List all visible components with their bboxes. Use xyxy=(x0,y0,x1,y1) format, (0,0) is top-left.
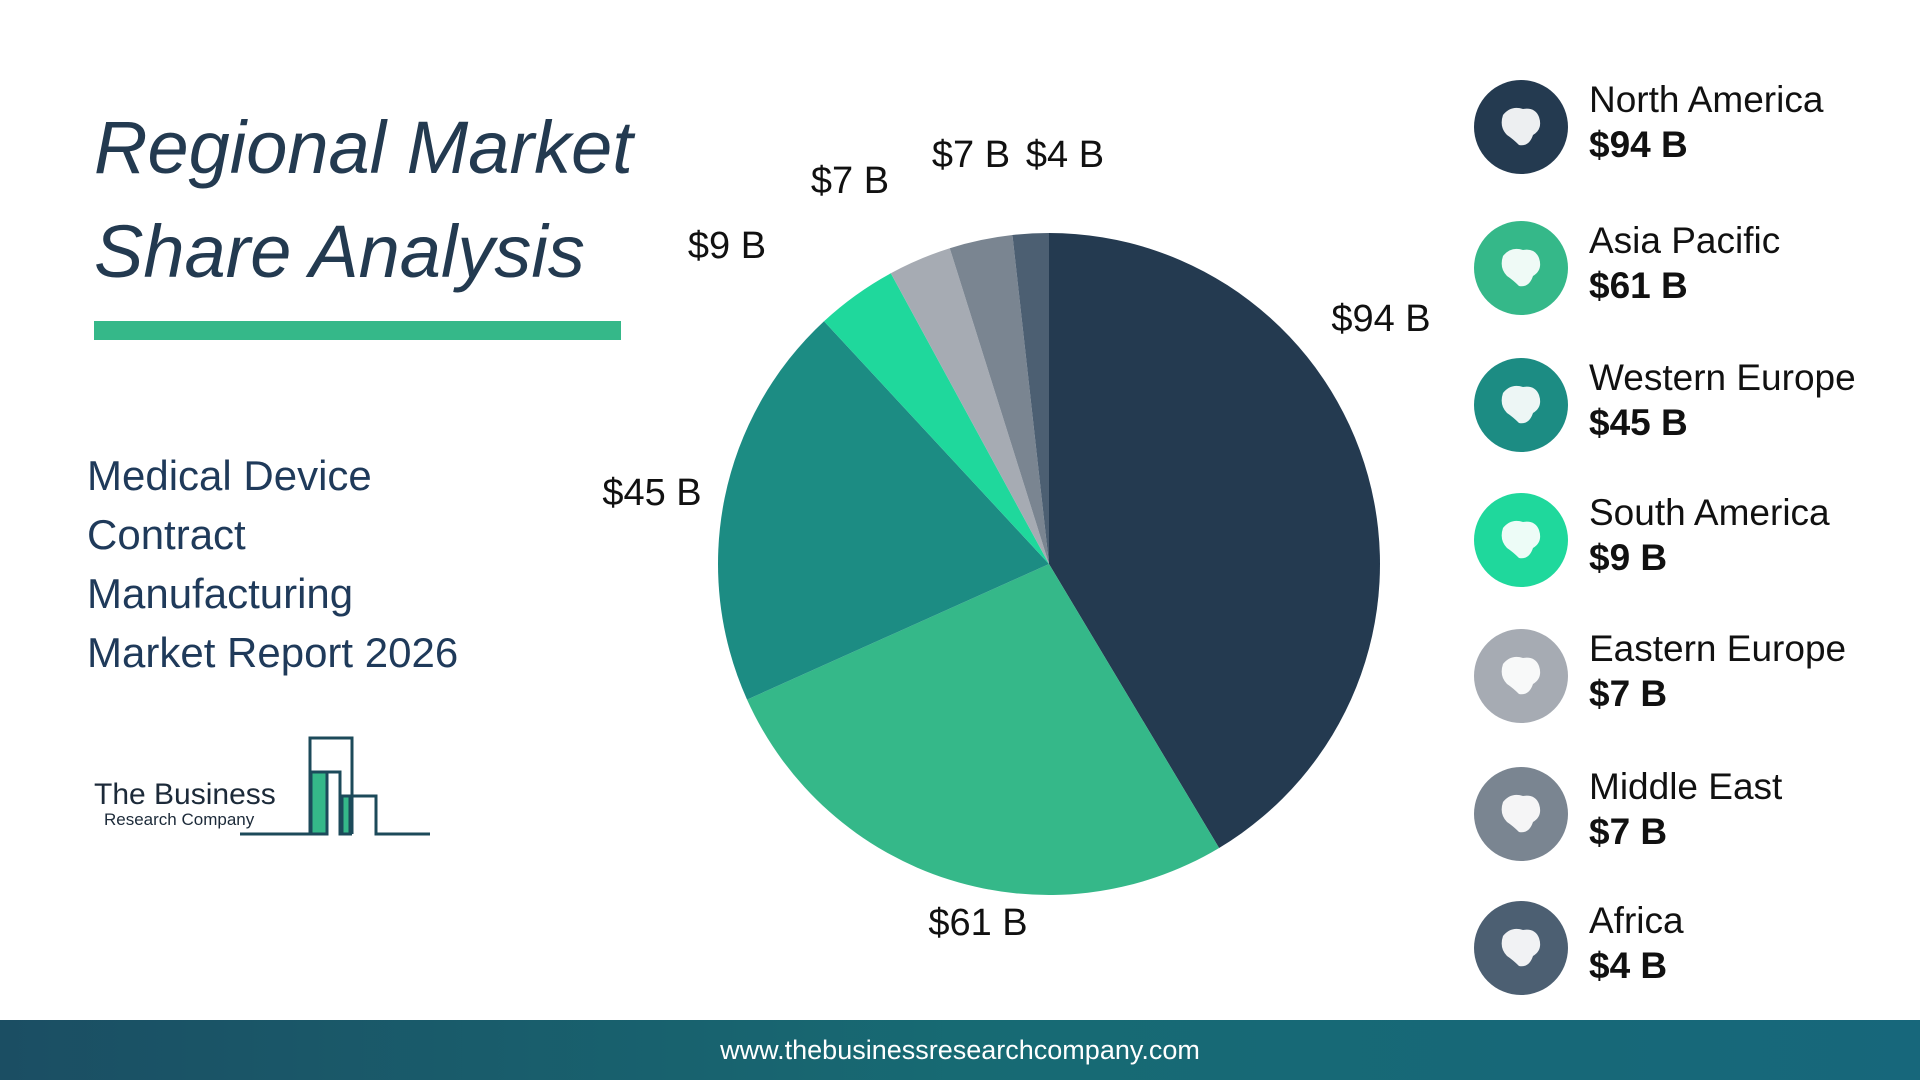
company-logo: The Business Research Company xyxy=(90,730,440,840)
subtitle-line-1: Medical Device xyxy=(87,452,372,499)
legend-region-value: $94 B xyxy=(1589,124,1688,165)
slice-data-label: $61 B xyxy=(928,902,1027,944)
pie-slice xyxy=(1049,233,1380,848)
subtitle-line-4: Market Report 2026 xyxy=(87,629,459,676)
legend-region-name: Western Europe xyxy=(1589,357,1856,398)
logo-name: The Business xyxy=(94,778,276,811)
legend-text: Eastern Europe $7 B xyxy=(1589,627,1846,717)
pie-slice xyxy=(890,248,1049,564)
slice-data-label: $9 B xyxy=(688,225,766,267)
pie-slice xyxy=(949,235,1049,564)
legend-item: South America $9 B xyxy=(1470,491,1910,593)
legend-item: North America $94 B xyxy=(1470,78,1910,180)
legend-region-name: South America xyxy=(1589,492,1830,533)
legend-text: Middle East $7 B xyxy=(1589,765,1782,855)
pie-slice xyxy=(824,273,1049,564)
south-america-map-icon xyxy=(1474,493,1568,587)
legend-item: Middle East $7 B xyxy=(1470,765,1910,867)
title-underline xyxy=(94,321,621,340)
logo-subtitle: Research Company xyxy=(104,810,255,829)
legend-item: Eastern Europe $7 B xyxy=(1470,627,1910,729)
legend-region-value: $61 B xyxy=(1589,265,1688,306)
legend-text: Africa $4 B xyxy=(1589,899,1684,989)
legend-region-name: Africa xyxy=(1589,900,1684,941)
subtitle-line-3: Manufacturing xyxy=(87,570,354,617)
legend-text: North America $94 B xyxy=(1589,78,1823,168)
title-line-1: Regional Market xyxy=(94,106,633,189)
slice-data-label: $94 B xyxy=(1331,298,1430,340)
africa-map-icon xyxy=(1474,901,1568,995)
legend-region-value: $4 B xyxy=(1589,945,1668,986)
report-subtitle: Medical Device Contract Manufacturing Ma… xyxy=(87,446,507,682)
legend-region-name: Asia Pacific xyxy=(1589,220,1781,261)
legend-region-value: $7 B xyxy=(1589,811,1668,852)
legend-text: Western Europe $45 B xyxy=(1589,356,1856,446)
slice-data-label: $7 B xyxy=(811,160,889,202)
legend-region-name: Eastern Europe xyxy=(1589,628,1847,669)
middle-east-map-icon xyxy=(1474,767,1568,861)
pie-slice xyxy=(747,564,1220,895)
slice-data-label: $4 B xyxy=(1026,134,1104,176)
pie-slice xyxy=(718,321,1049,700)
legend-item: Asia Pacific $61 B xyxy=(1470,219,1910,321)
north-america-map-icon xyxy=(1474,80,1568,174)
western-europe-map-icon xyxy=(1474,358,1568,452)
legend-region-name: Middle East xyxy=(1589,766,1783,807)
legend-region-value: $45 B xyxy=(1589,402,1688,443)
pie-slice xyxy=(1012,233,1049,564)
legend-region-value: $9 B xyxy=(1589,537,1668,578)
legend-item: Western Europe $45 B xyxy=(1470,356,1910,458)
title-line-2: Share Analysis xyxy=(94,210,585,293)
legend-text: South America $9 B xyxy=(1589,491,1830,581)
legend-region-value: $7 B xyxy=(1589,673,1668,714)
eastern-europe-map-icon xyxy=(1474,629,1568,723)
slice-data-label: $45 B xyxy=(602,472,701,514)
page-title: Regional Market Share Analysis xyxy=(94,96,654,304)
legend-region-name: North America xyxy=(1589,79,1824,120)
website-link[interactable]: www.thebusinessresearchcompany.com xyxy=(720,1035,1200,1065)
footer-bar: www.thebusinessresearchcompany.com xyxy=(0,1020,1920,1080)
logo-buildings-icon xyxy=(240,736,430,836)
asia-pacific-map-icon xyxy=(1474,221,1568,315)
slice-data-label: $7 B xyxy=(932,134,1010,176)
legend-text: Asia Pacific $61 B xyxy=(1589,219,1780,309)
subtitle-line-2: Contract xyxy=(87,511,246,558)
legend-item: Africa $4 B xyxy=(1470,899,1910,1001)
